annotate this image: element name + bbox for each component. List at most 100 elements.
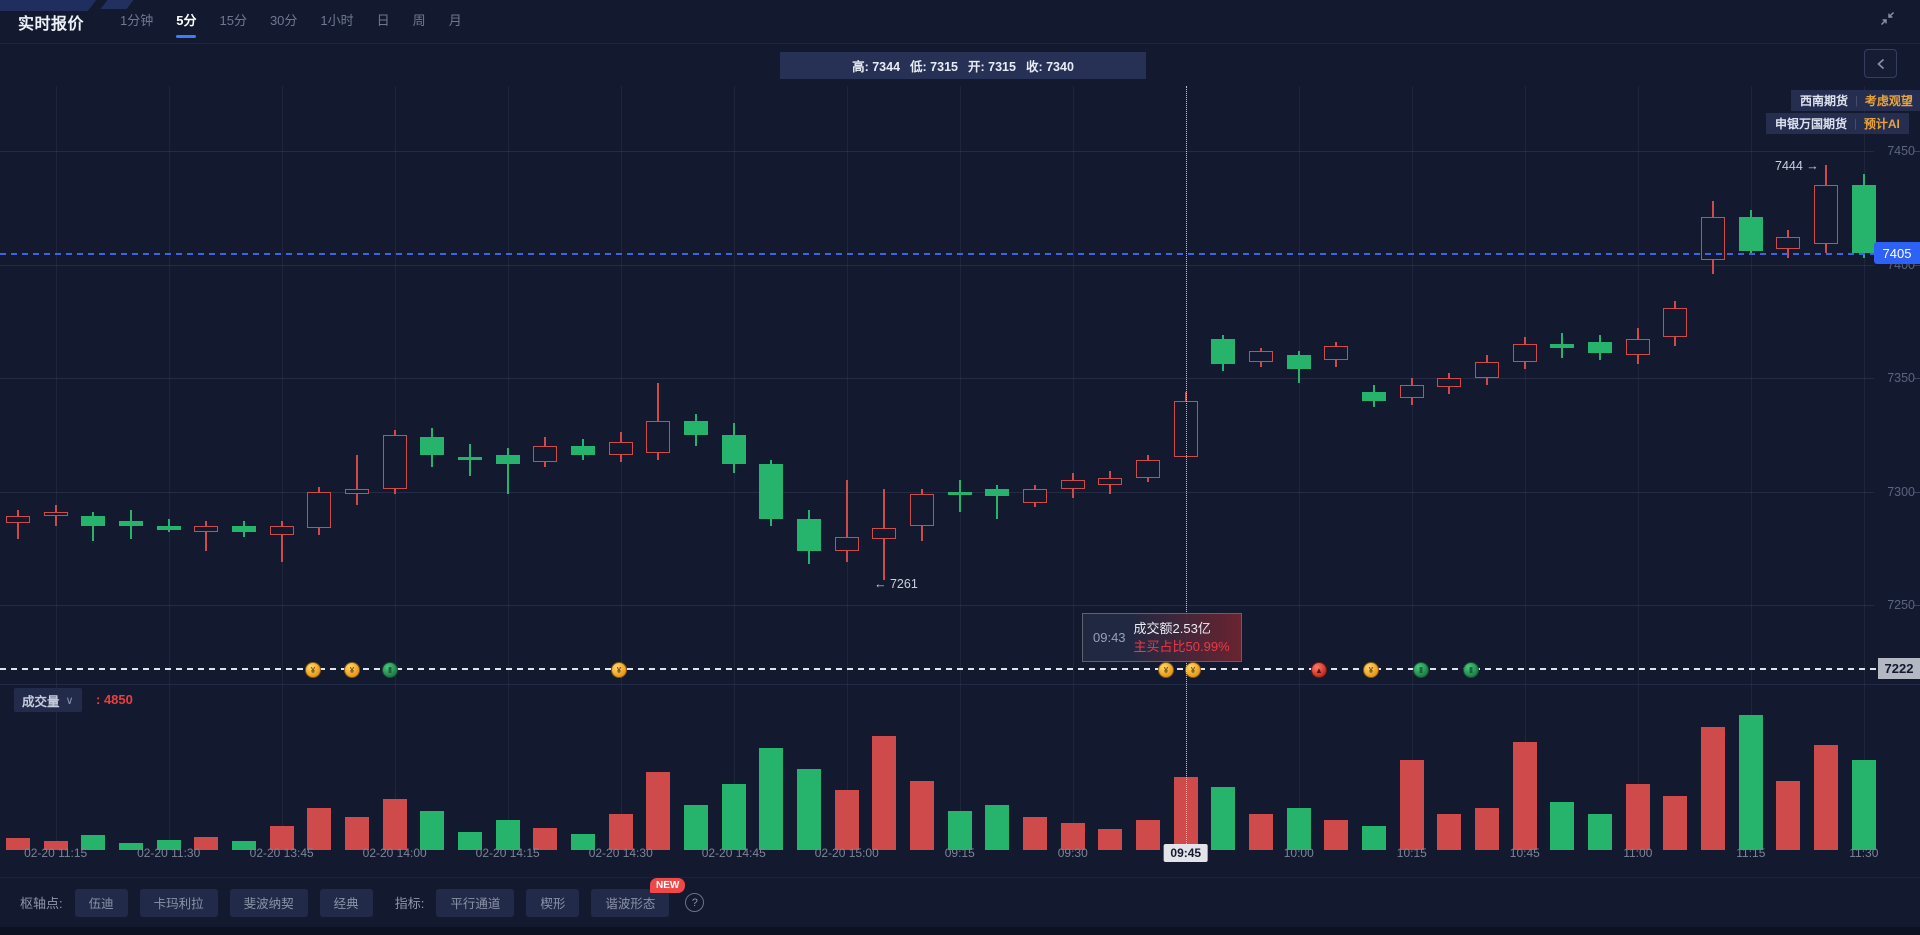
leek-marker-icon[interactable]: ‖ <box>1463 662 1479 678</box>
volume-bar-09:05[interactable] <box>872 736 897 850</box>
candle-body-14:55[interactable] <box>797 518 822 551</box>
volume-indicator-dropdown[interactable]: 成交量 ∨ <box>14 688 82 712</box>
candle-body-10:35[interactable] <box>1437 378 1462 388</box>
volume-bar-14:05[interactable] <box>420 811 445 850</box>
volume-bar-11:30[interactable] <box>156 839 181 850</box>
tab-timeframe-3[interactable]: 30分 <box>269 13 298 28</box>
candle-body-10:10[interactable] <box>1362 391 1387 401</box>
volume-bar-14:30[interactable] <box>608 814 633 850</box>
volume-bar-13:40[interactable] <box>232 841 257 850</box>
volume-bar-14:45[interactable] <box>721 784 746 850</box>
news-ticker-item[interactable]: 申银万国期货 | 预计AI <box>1766 113 1909 134</box>
volume-bar-09:55[interactable] <box>1249 814 1274 850</box>
candle-body-09:30[interactable] <box>1060 480 1085 490</box>
candle-body-11:20[interactable] <box>1776 237 1801 249</box>
volume-bar-14:40[interactable] <box>684 805 709 850</box>
volume-bar-14:25[interactable] <box>571 833 596 850</box>
candle-body-14:30[interactable] <box>608 441 633 456</box>
coin-marker-icon[interactable]: ¥ <box>344 662 360 678</box>
candle-body-14:15[interactable] <box>495 455 520 465</box>
volume-bar-09:15[interactable] <box>947 811 972 850</box>
volume-bar-11:00[interactable] <box>1625 784 1650 850</box>
coin-marker-icon[interactable]: ¥ <box>1158 662 1174 678</box>
candle-body-10:40[interactable] <box>1475 362 1500 378</box>
volume-bar-15:00[interactable] <box>834 790 859 850</box>
volume-bar-10:45[interactable] <box>1512 742 1537 850</box>
candle-body-10:15[interactable] <box>1399 384 1424 399</box>
volume-bar-11:30[interactable] <box>1851 760 1876 850</box>
candle-body-09:25[interactable] <box>1023 489 1048 503</box>
candle-body-10:55[interactable] <box>1588 341 1613 354</box>
candle-body-11:30[interactable] <box>1851 185 1876 254</box>
tab-timeframe-5[interactable]: 日 <box>376 13 390 28</box>
volume-bar-09:10[interactable] <box>910 781 935 850</box>
tab-timeframe-7[interactable]: 月 <box>448 13 462 28</box>
volume-bar-09:25[interactable] <box>1023 817 1048 850</box>
candle-body-11:05[interactable] <box>1663 307 1688 338</box>
volume-bar-13:55[interactable] <box>345 817 370 850</box>
candle-body-10:50[interactable] <box>1550 343 1575 349</box>
candle-body-14:25[interactable] <box>571 446 596 456</box>
volume-bar-10:15[interactable] <box>1399 760 1424 850</box>
coin-marker-icon[interactable]: ¥ <box>305 662 321 678</box>
candle-body-10:05[interactable] <box>1324 346 1349 360</box>
candle-body-14:40[interactable] <box>684 421 709 435</box>
tab-timeframe-2[interactable]: 15分 <box>219 13 247 28</box>
candle-body-09:10[interactable] <box>910 493 935 526</box>
volume-bar-13:45[interactable] <box>269 826 294 850</box>
indicator-button-1[interactable]: 楔形 <box>526 888 580 917</box>
candle-body-10:45[interactable] <box>1512 343 1537 363</box>
volume-bar-11:20[interactable] <box>1776 781 1801 850</box>
candle-body-14:45[interactable] <box>721 434 746 465</box>
candle-body-13:35[interactable] <box>194 525 219 533</box>
volume-bar-09:30[interactable] <box>1060 823 1085 850</box>
candle-body-11:15[interactable] <box>43 511 68 517</box>
candle-body-11:25[interactable] <box>1814 185 1839 245</box>
coin-marker-icon[interactable]: ¥ <box>611 662 627 678</box>
coin-marker-icon[interactable]: ¥ <box>1363 662 1379 678</box>
candle-body-13:50[interactable] <box>307 491 332 528</box>
candle-body-11:10[interactable] <box>1701 216 1726 260</box>
candle-body-11:20[interactable] <box>81 516 106 526</box>
pivot-button-3[interactable]: 经典 <box>319 888 373 917</box>
candle-body-11:25[interactable] <box>119 521 143 526</box>
coin-marker-icon[interactable]: ¥ <box>1185 662 1201 678</box>
volume-bar-11:15[interactable] <box>43 841 68 850</box>
volume-bar-09:40[interactable] <box>1136 820 1161 850</box>
leek-marker-icon[interactable]: ‖ <box>382 662 398 678</box>
volume-bar-10:35[interactable] <box>1437 814 1462 850</box>
volume-bar-10:05[interactable] <box>1324 820 1349 850</box>
candle-body-11:10[interactable] <box>6 516 30 524</box>
volume-bar-10:10[interactable] <box>1362 826 1387 850</box>
candle-body-09:50[interactable] <box>1211 339 1236 365</box>
volume-bar-13:35[interactable] <box>194 836 219 850</box>
volume-bar-11:10[interactable] <box>1701 727 1726 850</box>
volume-bar-11:10[interactable] <box>6 838 30 850</box>
volume-bar-11:25[interactable] <box>119 842 143 850</box>
volume-bar-09:20[interactable] <box>985 805 1010 850</box>
volume-bar-11:25[interactable] <box>1814 745 1839 850</box>
volume-bar-14:50[interactable] <box>759 748 784 850</box>
volume-bar-14:00[interactable] <box>382 799 407 850</box>
collapse-chart-icon[interactable] <box>1879 10 1896 27</box>
candle-body-14:20[interactable] <box>533 446 558 462</box>
tab-timeframe-0[interactable]: 1分钟 <box>120 13 154 28</box>
candle-body-10:00[interactable] <box>1286 355 1311 369</box>
pivot-button-2[interactable]: 斐波纳契 <box>229 888 308 917</box>
candle-body-14:00[interactable] <box>382 434 407 490</box>
tab-timeframe-4[interactable]: 1小时 <box>320 13 354 28</box>
news-ticker-item[interactable]: 西南期货 | 考虑观望 <box>1791 90 1920 111</box>
volume-bar-14:35[interactable] <box>646 772 671 850</box>
pivot-button-1[interactable]: 卡玛利拉 <box>139 888 218 917</box>
indicator-button-2[interactable]: 谐波形态 NEW <box>591 877 686 917</box>
tab-timeframe-6[interactable]: 周 <box>412 13 426 28</box>
volume-bar-14:15[interactable] <box>495 820 520 850</box>
ticker-collapse-button[interactable] <box>1864 49 1897 78</box>
volume-bar-09:35[interactable] <box>1098 829 1123 850</box>
candle-body-11:15[interactable] <box>1738 216 1763 251</box>
candle-body-14:50[interactable] <box>759 464 784 519</box>
rocket-marker-icon[interactable]: ▲ <box>1311 662 1327 678</box>
volume-bar-14:20[interactable] <box>533 827 558 850</box>
volume-bar-10:50[interactable] <box>1550 802 1575 850</box>
candle-body-15:00[interactable] <box>834 536 859 551</box>
